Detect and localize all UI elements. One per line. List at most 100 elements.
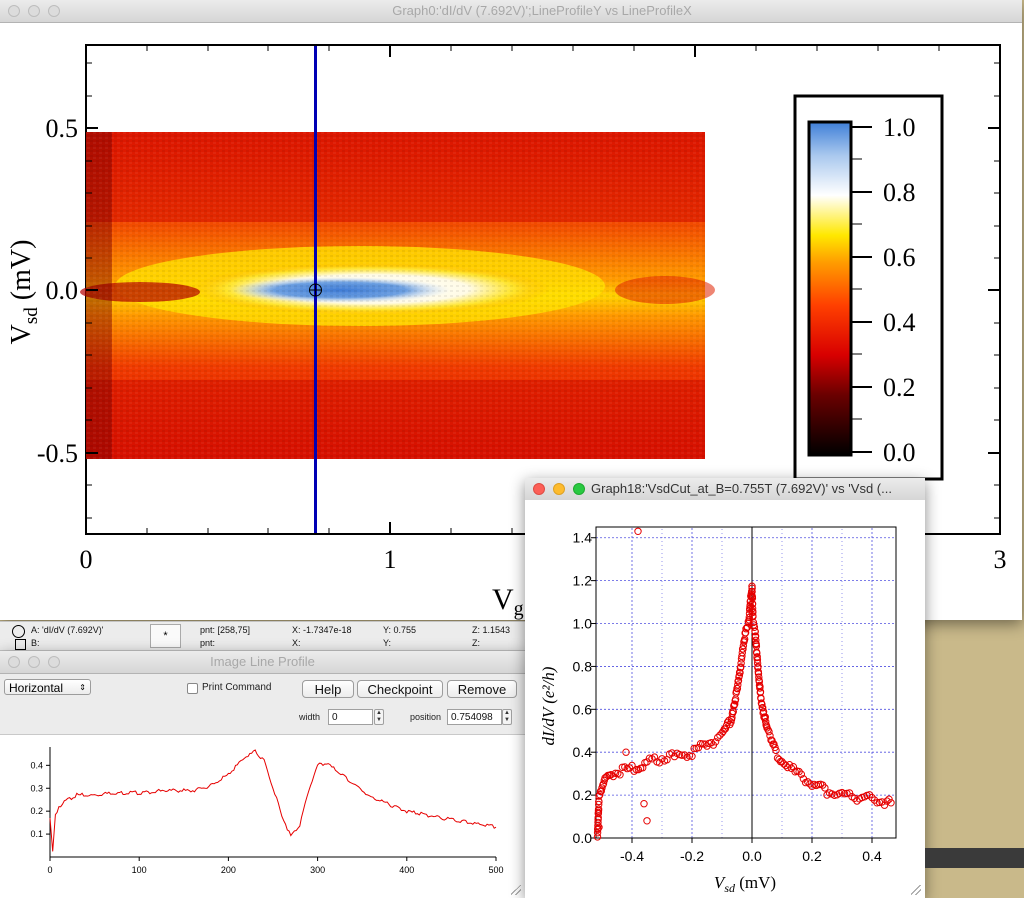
scatter-point xyxy=(737,663,745,671)
cursor-a-icon[interactable] xyxy=(12,625,25,638)
scatter-point xyxy=(759,707,768,716)
cursor-a-z: Z: 1.1543 xyxy=(472,625,511,635)
minimize-button[interactable] xyxy=(28,656,40,668)
scatter-point xyxy=(748,600,757,608)
scatter-point xyxy=(840,790,849,798)
graph18-plot[interactable]: 1.4 1.2 1.0 0.8 0.6 0.4 0.2 0.0 -0.4 -0.2 0.0 0.2 0.… xyxy=(525,500,925,898)
scatter-point xyxy=(639,764,647,772)
colorbar-tick-label: 0.8 xyxy=(883,178,916,207)
zoom-button[interactable] xyxy=(573,483,585,495)
print-command-checkbox[interactable] xyxy=(187,683,198,694)
scatter-point xyxy=(595,800,603,809)
scatter-point xyxy=(853,797,861,805)
scatter-point xyxy=(766,732,774,740)
graph0-xaxis-label: Vg xyxy=(492,583,524,620)
scatter-point xyxy=(749,613,757,621)
scatter-point xyxy=(632,765,640,774)
line-profile-xtick-label: 100 xyxy=(132,865,147,875)
checkpoint-button[interactable]: Checkpoint xyxy=(357,680,443,698)
line-profile-controls: Horizontal ⇕ Print Command Help Checkpoi… xyxy=(0,674,525,735)
graph0-plot[interactable]: 0.5 0.0 -0.5 0 1 3 Vsd (mV) Vg 1.0 0.8 0… xyxy=(0,22,1022,620)
scatter-point xyxy=(880,801,889,809)
cursor-b-icon[interactable] xyxy=(15,639,26,650)
line-profile-titlebar[interactable]: Image Line Profile xyxy=(0,651,525,674)
graph0-ytick-label: 0.5 xyxy=(46,114,79,143)
zoom-button[interactable] xyxy=(48,656,60,668)
scatter-point xyxy=(737,659,745,667)
help-button[interactable]: Help xyxy=(302,680,354,698)
scatter-point xyxy=(752,636,760,644)
scatter-point xyxy=(678,751,686,759)
minimize-button[interactable] xyxy=(553,483,565,495)
scatter-point xyxy=(789,763,797,771)
graph18-axes: 1.4 1.2 1.0 0.8 0.6 0.4 0.2 0.0 -0.4 -0.2 0.0 0.2 0.… xyxy=(573,526,897,864)
scatter-point xyxy=(738,652,746,660)
scatter-point xyxy=(868,793,876,802)
width-stepper[interactable]: ▲ ▼ xyxy=(374,709,384,725)
orientation-select[interactable]: Horizontal ⇕ xyxy=(4,679,91,695)
colorbar-tick-label: 1.0 xyxy=(883,113,916,142)
graph18-xtick-label: 0.2 xyxy=(802,848,822,864)
scatter-point xyxy=(595,797,603,806)
width-input[interactable]: 0 xyxy=(328,709,373,725)
scatter-point xyxy=(748,604,757,613)
line-profile-plot[interactable]: 0.4 0.3 0.2 0.1 0 100 200 300 400 500 xyxy=(0,735,525,898)
graph0-yaxis xyxy=(86,127,1000,454)
scatter-point xyxy=(821,784,829,792)
scatter-point xyxy=(757,694,765,703)
zoom-button[interactable] xyxy=(48,5,60,17)
scatter-point xyxy=(759,704,767,712)
scatter-point xyxy=(772,746,780,755)
close-button[interactable] xyxy=(533,483,545,495)
graph18-title: Graph18:'VsdCut_at_B=0.755T (7.692V)' vs… xyxy=(591,481,892,496)
graph18-xtick-label: -0.2 xyxy=(680,848,704,864)
line-profile-xtick-label: 200 xyxy=(221,865,236,875)
graph18-scatter-points xyxy=(593,527,895,841)
remove-button[interactable]: Remove xyxy=(447,680,517,698)
scatter-point xyxy=(735,672,743,680)
close-button[interactable] xyxy=(8,5,20,17)
graph18-ytick-label: 1.0 xyxy=(573,616,593,632)
scatter-point xyxy=(804,778,812,786)
scatter-point xyxy=(596,791,604,799)
graph18-window: Graph18:'VsdCut_at_B=0.755T (7.692V)' vs… xyxy=(525,478,925,898)
scatter-point xyxy=(885,795,893,803)
graph18-titlebar[interactable]: Graph18:'VsdCut_at_B=0.755T (7.692V)' vs… xyxy=(525,478,925,501)
resize-grip-icon[interactable] xyxy=(911,885,921,895)
scatter-point xyxy=(751,632,760,640)
scatter-point xyxy=(883,797,891,805)
scatter-point xyxy=(655,759,664,767)
graph0-titlebar[interactable]: Graph0:'dI/dV (7.692V)';LineProfileY vs … xyxy=(0,0,1022,23)
scatter-point xyxy=(743,623,752,631)
line-profile-ytick-label: 0.3 xyxy=(30,783,43,793)
scatter-point xyxy=(616,771,624,779)
line-profile-ytick-label: 0.1 xyxy=(30,829,43,839)
colorbar-tick-label: 0.2 xyxy=(883,373,916,402)
graph18-xtick-label: -0.4 xyxy=(620,848,644,864)
scatter-point xyxy=(688,752,696,760)
colorbar-tick-label: 0.6 xyxy=(883,243,916,272)
scatter-point xyxy=(753,659,762,667)
scatter-point xyxy=(690,744,698,753)
graph18-ytick-label: 1.2 xyxy=(573,573,593,589)
scatter-point xyxy=(618,763,627,771)
graph18-ytick-label: 0.2 xyxy=(573,787,593,803)
cursor-b-point: pnt: xyxy=(200,638,216,648)
position-stepper[interactable]: ▲ ▼ xyxy=(502,709,512,725)
scatter-point xyxy=(640,800,648,808)
scatter-point xyxy=(739,645,747,653)
scatter-point xyxy=(742,625,750,633)
position-input[interactable]: 0.754098 xyxy=(447,709,502,725)
info-star-button[interactable]: * xyxy=(150,624,181,648)
resize-grip-icon[interactable] xyxy=(511,885,521,895)
scatter-point xyxy=(707,739,715,747)
scatter-point xyxy=(785,761,794,769)
line-profile-xtick-label: 500 xyxy=(488,865,503,875)
close-button[interactable] xyxy=(8,656,20,668)
line-profile-ytick-label: 0.4 xyxy=(30,760,43,770)
scatter-point xyxy=(607,771,615,779)
scatter-point xyxy=(622,748,630,756)
cursor-b-z: Z: xyxy=(472,638,480,648)
scatter-point xyxy=(643,817,651,825)
minimize-button[interactable] xyxy=(28,5,40,17)
